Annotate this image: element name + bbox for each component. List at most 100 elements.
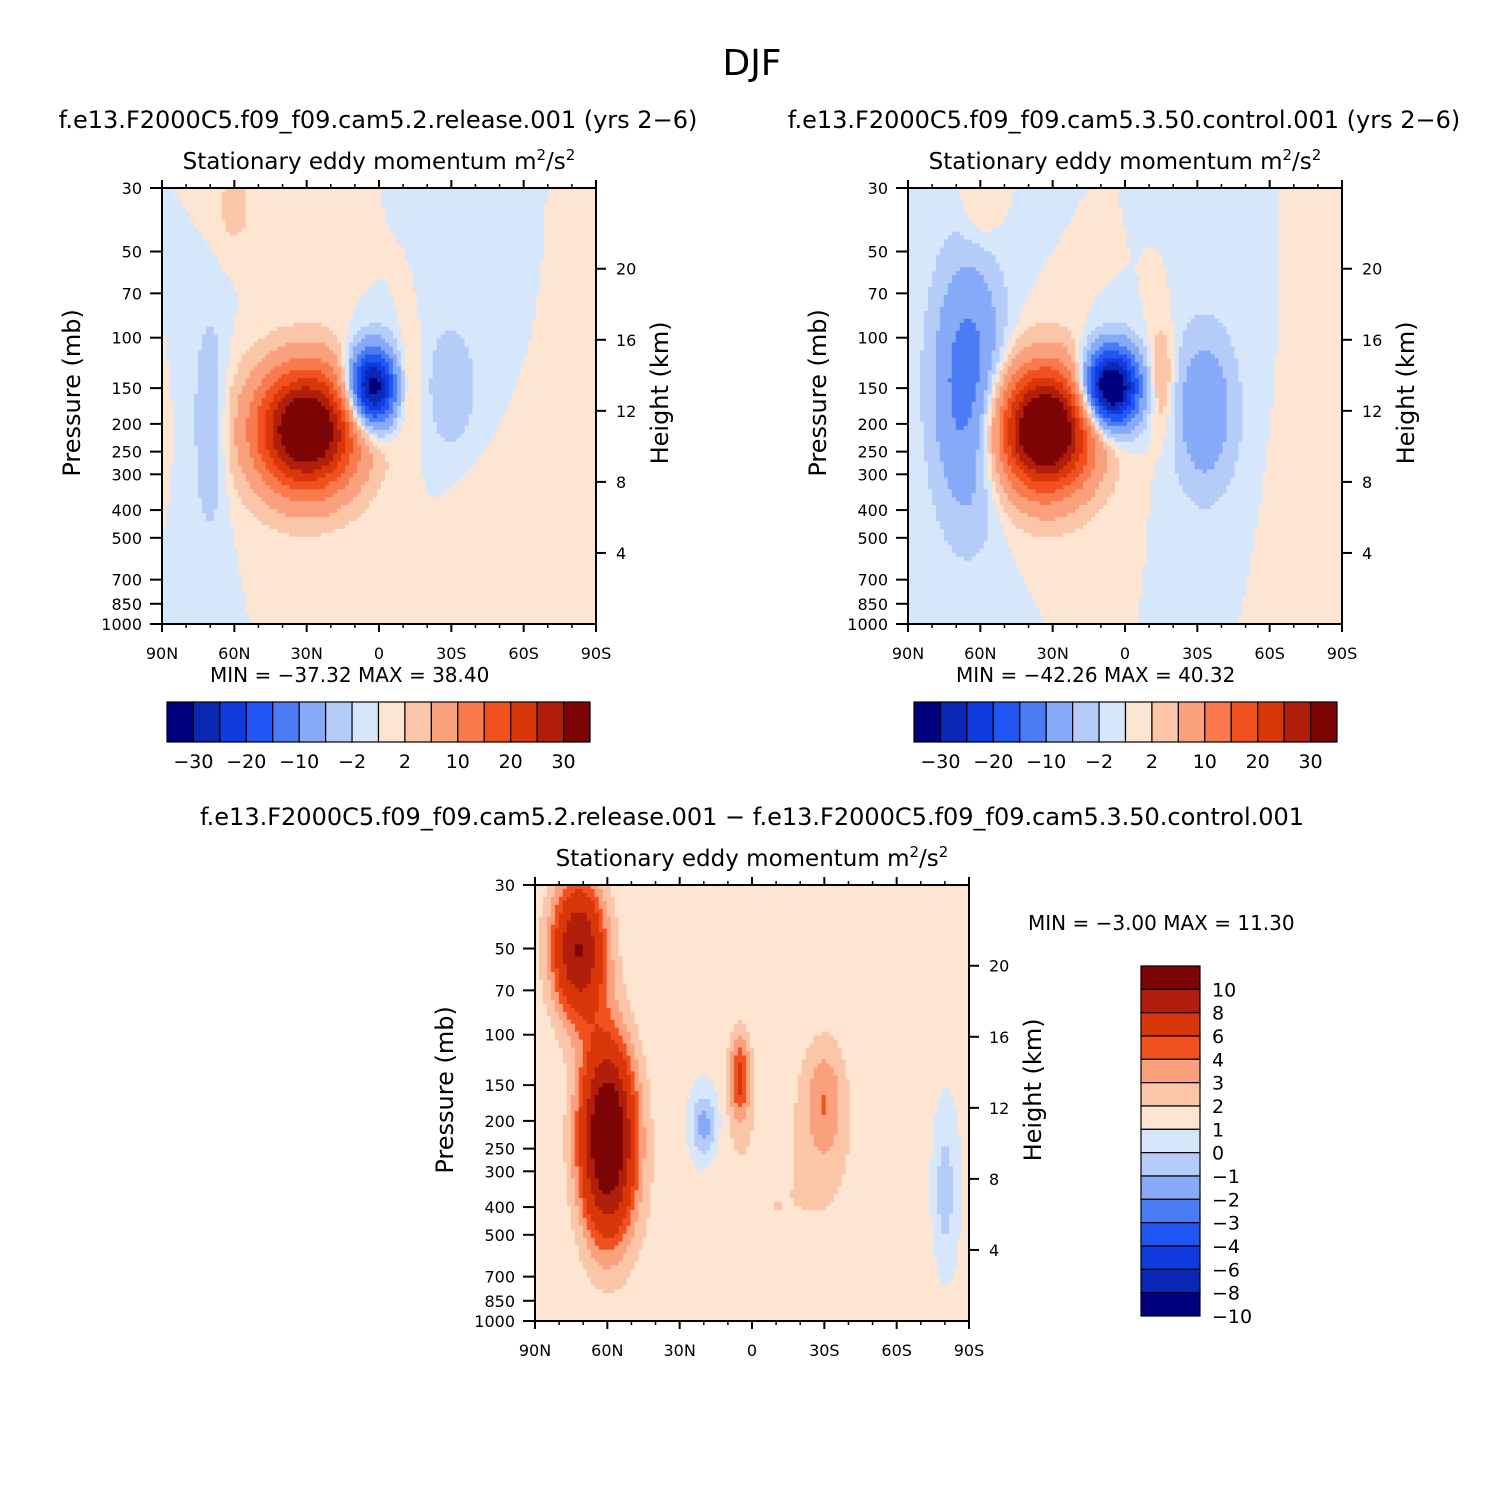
y2-tick-label: 16 xyxy=(989,1028,1009,1047)
colorbar-swatch xyxy=(325,701,353,743)
y-tick-label: 250 xyxy=(111,443,142,462)
colorbar-swatch xyxy=(377,701,406,743)
colorbar-swatch xyxy=(1140,988,1201,1014)
y-tick-label: 200 xyxy=(111,415,142,434)
y2-tick-label: 16 xyxy=(1362,331,1382,350)
colorbar-tick-label: 30 xyxy=(551,751,575,773)
y2-tick-label: 20 xyxy=(1362,260,1382,279)
x-tick-label: 0 xyxy=(374,644,384,663)
x-tick-label: 60N xyxy=(218,644,250,663)
x-tick-label: 30N xyxy=(291,644,323,663)
y2-tick-label: 12 xyxy=(1362,402,1382,421)
colorbar-tick-label: 1 xyxy=(1212,1119,1224,1141)
x-tick-label: 60S xyxy=(508,644,539,663)
y-tick-label: 1000 xyxy=(847,615,888,634)
colorbar-swatch xyxy=(1230,701,1259,743)
colorbar-swatch xyxy=(166,701,195,743)
x-tick-label: 0 xyxy=(747,1341,757,1360)
y-tick-label: 50 xyxy=(868,243,888,262)
colorbar-swatch xyxy=(1140,1012,1201,1037)
x-tick-label: 90N xyxy=(892,644,924,663)
y-tick-label: 100 xyxy=(857,329,888,348)
y2-tick-label: 12 xyxy=(989,1099,1009,1118)
y-tick-label: 400 xyxy=(484,1198,515,1217)
colorbar-tick-label: −8 xyxy=(1212,1283,1240,1305)
colorbar-tick-label: −30 xyxy=(173,751,213,773)
y2-axis-label: Height (km) xyxy=(1019,1018,1047,1161)
colorbar-swatch xyxy=(457,701,485,743)
y-tick-label: 200 xyxy=(857,415,888,434)
y2-tick-label: 20 xyxy=(989,957,1009,976)
colorbar-tick-label: 2 xyxy=(1212,1096,1224,1118)
colorbar: −30 −20 −10 −2 2 10 20 30 xyxy=(913,701,1338,773)
y2-tick-label: 4 xyxy=(616,544,626,563)
y2-tick-label: 8 xyxy=(616,473,626,492)
case-title: f.e13.F2000C5.f09_f09.cam5.2.release.001… xyxy=(200,803,1304,831)
y-tick-label: 70 xyxy=(495,981,515,1000)
colorbar-swatch xyxy=(1140,1035,1201,1060)
x-tick-label: 30N xyxy=(664,1341,696,1360)
colorbar-swatch xyxy=(1140,1152,1201,1177)
y-tick-label: 1000 xyxy=(101,615,142,634)
y-tick-label: 250 xyxy=(484,1140,515,1159)
colorbar-swatch xyxy=(1151,701,1179,743)
y2-axis: 20 16 12 8 4 Height (km) xyxy=(596,260,674,563)
y-tick-label: 100 xyxy=(111,329,142,348)
colorbar-swatch xyxy=(1045,701,1074,743)
colorbar-swatch xyxy=(192,701,221,743)
x-axis: 90N 60N 30N 0 30S 60S 90S xyxy=(519,877,984,1360)
y-tick-label: 700 xyxy=(111,571,142,590)
x-tick-label: 90S xyxy=(954,1341,985,1360)
x-tick-label: 30S xyxy=(1182,644,1213,663)
colorbar-tick-label: 3 xyxy=(1212,1073,1224,1095)
y-tick-label: 850 xyxy=(857,595,888,614)
colorbar-tick-label: 10 xyxy=(1193,751,1217,773)
y-axis-label: Pressure (mb) xyxy=(431,1006,459,1173)
x-tick-label: 90N xyxy=(146,644,178,663)
colorbar-swatch xyxy=(913,701,942,743)
colorbar-swatch xyxy=(1140,1268,1201,1294)
colorbar-swatch xyxy=(562,701,591,743)
y-axis-label: Pressure (mb) xyxy=(58,309,86,476)
colorbar-tick-label: −10 xyxy=(1212,1306,1252,1328)
y-tick-label: 500 xyxy=(857,529,888,548)
y-tick-label: 30 xyxy=(122,179,142,198)
y2-tick-label: 4 xyxy=(989,1241,999,1260)
colorbar-swatch xyxy=(1140,1058,1201,1084)
colorbar-swatch xyxy=(272,701,300,743)
case-title: f.e13.F2000C5.f09_f09.cam5.3.50.control.… xyxy=(788,106,1461,134)
x-tick-label: 30S xyxy=(809,1341,840,1360)
colorbar-swatch xyxy=(1140,965,1201,990)
y-tick-label: 150 xyxy=(111,379,142,398)
colorbar-swatch xyxy=(1257,701,1285,743)
x-tick-label: 60S xyxy=(881,1341,912,1360)
x-tick-label: 60N xyxy=(591,1341,623,1360)
colorbar-tick-label: −2 xyxy=(1085,751,1113,773)
colorbar-tick-label: −3 xyxy=(1212,1213,1240,1235)
colorbar-swatch xyxy=(992,701,1021,743)
y-tick-label: 850 xyxy=(111,595,142,614)
y2-axis-label: Height (km) xyxy=(1392,321,1420,464)
panel-bottom-difference: f.e13.F2000C5.f09_f09.cam5.2.release.001… xyxy=(200,803,1304,1360)
x-tick-label: 90S xyxy=(581,644,612,663)
y-tick-label: 400 xyxy=(111,501,142,520)
min-max-text: MIN = −42.26 MAX = 40.32 xyxy=(956,663,1235,687)
y2-axis: 20 16 12 8 4 Height (km) xyxy=(969,957,1047,1260)
y2-tick-label: 20 xyxy=(616,260,636,279)
y-tick-label: 300 xyxy=(111,465,142,484)
colorbar-tick-label: 8 xyxy=(1212,1003,1224,1025)
plot-title: Stationary eddy momentum m2/s2 xyxy=(929,146,1322,175)
y-tick-label: 150 xyxy=(857,379,888,398)
colorbar-swatch xyxy=(1140,1198,1201,1224)
y2-tick-label: 12 xyxy=(616,402,636,421)
colorbar-tick-label: 2 xyxy=(1146,751,1158,773)
colorbar-swatch xyxy=(966,701,994,743)
colorbar-tick-label: −2 xyxy=(1212,1189,1240,1211)
y2-axis: 20 16 12 8 4 Height (km) xyxy=(1342,260,1420,563)
colorbar-tick-label: 20 xyxy=(499,751,523,773)
colorbar-swatch xyxy=(1140,1245,1201,1270)
colorbar-swatch xyxy=(1140,1105,1201,1130)
colorbar-swatch xyxy=(1140,1292,1201,1317)
